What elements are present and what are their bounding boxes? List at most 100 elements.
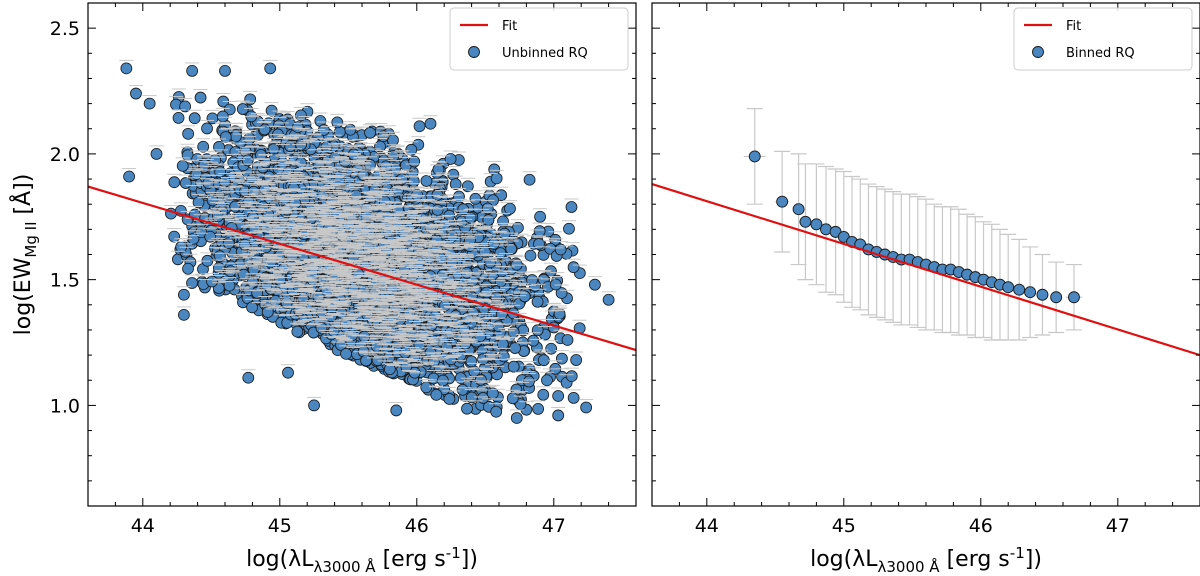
data-point [556,352,568,365]
data-point [567,261,580,274]
data-point [244,93,257,106]
data-point [282,366,294,379]
data-point [526,274,538,286]
data-point [179,100,192,113]
data-point [465,355,478,368]
data-point [589,278,601,291]
data-point [344,123,357,136]
data-point [317,124,330,136]
data-point [364,126,376,139]
data-point [449,178,462,191]
data-point [246,301,258,314]
data-point [242,371,255,384]
data-point [360,354,373,367]
data-point [510,412,523,424]
data-point [523,375,535,388]
data-point [509,342,521,354]
data-point [222,237,235,250]
data-point [580,401,593,414]
data-point [182,262,194,275]
data-point [267,143,280,156]
data-point [177,308,190,321]
data-point [186,65,199,77]
data-point [264,62,277,75]
data-point [490,405,503,418]
data-point [130,87,142,100]
data-point [506,392,519,405]
data-point [552,409,565,422]
data-point [168,230,181,243]
data-point [532,403,545,415]
data-point [507,360,520,373]
data-point [549,278,562,291]
data-point [320,141,333,153]
data-point [424,117,437,130]
data-point [172,111,185,124]
data-point [497,215,509,228]
data-point [531,295,544,308]
data-point [390,404,403,417]
data-point [177,288,190,301]
data-point [567,392,580,404]
data-point [523,173,536,186]
data-point [340,347,352,360]
data-point [518,290,531,303]
data-point [143,97,156,110]
data-point [350,189,362,202]
data-point [420,175,433,187]
data-point [236,103,249,115]
data-point [430,388,443,401]
data-point [436,374,449,387]
data-point [219,131,232,144]
data-point [444,153,457,165]
data-point [176,159,189,172]
data-point [179,177,192,189]
data-point [549,233,562,246]
data-point [405,143,418,156]
data-point [602,293,615,306]
data-point [243,132,256,145]
data-point [545,342,558,355]
data-point [552,390,565,402]
data-point [524,249,537,262]
data-point [469,192,482,205]
data-point [120,62,133,75]
data-point [206,275,218,288]
data-point [541,374,553,387]
data-point [216,110,229,123]
data-point [533,225,546,238]
data-point [461,180,474,193]
points [120,62,615,424]
data-point [308,399,320,412]
data-point [443,393,456,405]
data-point [291,325,304,338]
data-point [490,172,503,185]
data-point [534,210,546,223]
data-point [168,176,181,189]
data-point [392,184,405,196]
data-point [537,388,550,401]
data-point [396,173,408,186]
data-point [247,185,260,198]
data-point [188,112,201,125]
data-point [537,354,550,367]
data-point [213,141,225,153]
data-point [219,65,231,77]
data-point [201,122,213,135]
data-point [482,214,495,226]
plot-area [88,59,636,424]
data-point [431,204,444,216]
data-point [261,306,274,318]
data-point [480,286,493,299]
data-point [413,120,426,133]
data-point [186,277,198,289]
data-point [461,402,473,415]
data-point [561,334,574,346]
data-point [230,130,242,143]
data-point [565,370,578,383]
data-point [333,126,346,138]
data-point [527,334,540,347]
data-point [570,354,583,366]
